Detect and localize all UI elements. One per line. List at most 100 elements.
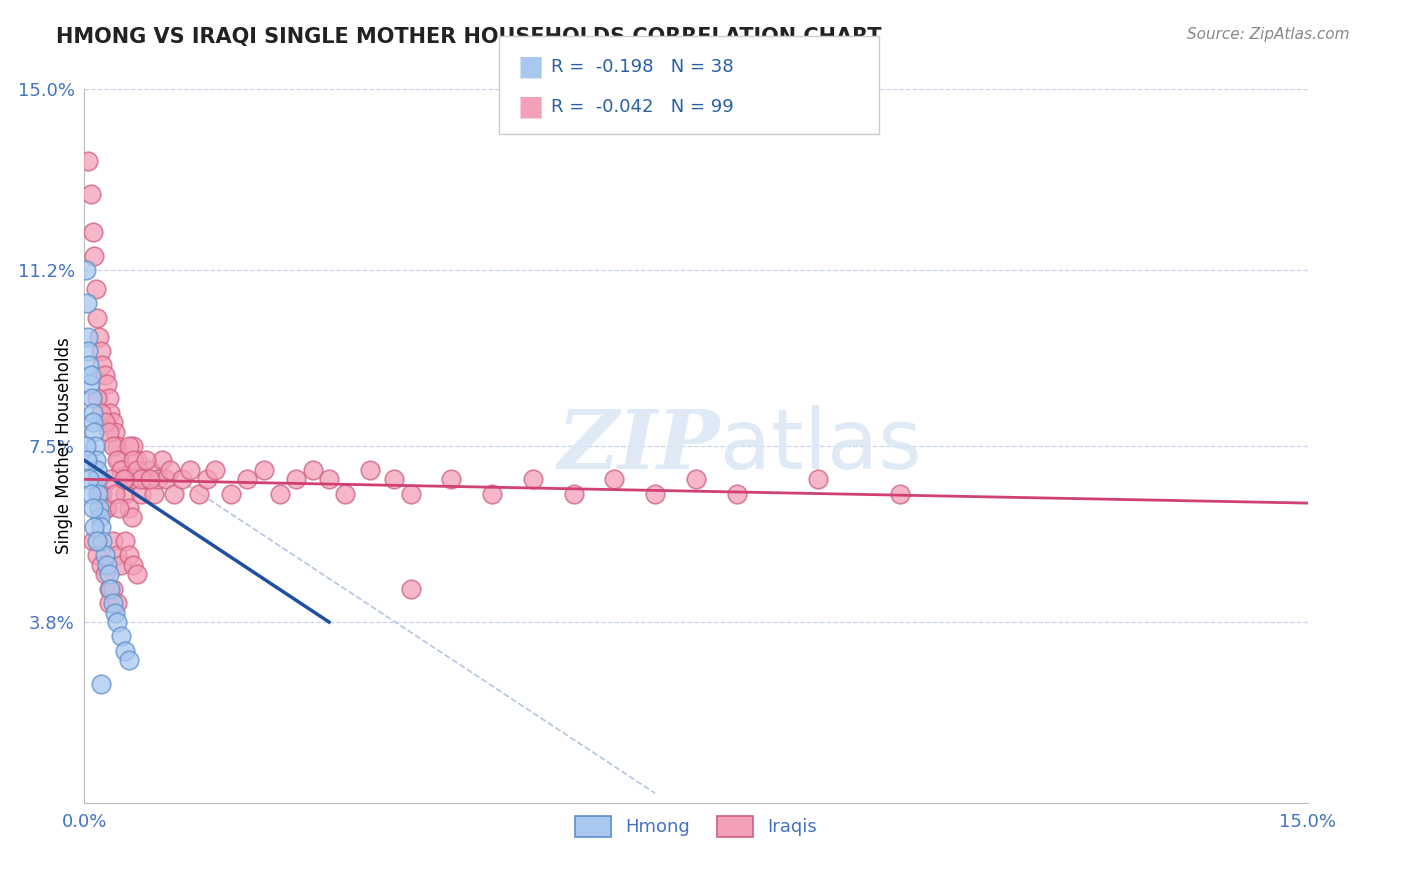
Point [131, 486, 153, 500]
Point [77, 472, 100, 486]
Point [86, 463, 108, 477]
Point [80, 368, 103, 382]
Text: ■: ■ [517, 53, 544, 81]
Point [522, 472, 544, 486]
Point [82, 415, 104, 429]
Point [142, 486, 165, 500]
Point [101, 596, 124, 610]
Point [77, 358, 100, 372]
Point [82, 500, 104, 515]
Point [179, 463, 201, 477]
Point [150, 453, 173, 467]
Point [359, 463, 381, 477]
Point [83, 520, 105, 534]
Point [112, 472, 135, 486]
Point [84, 453, 107, 467]
Point [79, 377, 101, 392]
Point [163, 486, 186, 500]
Point [76, 296, 98, 310]
Point [91, 486, 114, 500]
Point [101, 439, 124, 453]
Text: R =  -0.042   N = 99: R = -0.042 N = 99 [551, 98, 734, 116]
Point [122, 439, 145, 453]
Point [100, 406, 122, 420]
Point [83, 425, 105, 439]
Point [112, 472, 135, 486]
Point [93, 368, 115, 382]
Point [104, 425, 127, 439]
Point [105, 596, 128, 610]
Point [87, 500, 110, 515]
Point [97, 425, 120, 439]
Point [155, 472, 177, 486]
Point [204, 463, 226, 477]
Point [335, 486, 357, 500]
Point [76, 453, 98, 467]
Point [90, 486, 112, 500]
Point [127, 567, 149, 582]
Point [236, 472, 259, 486]
Point [101, 534, 124, 549]
Point [127, 453, 149, 467]
Point [77, 153, 100, 168]
Point [114, 643, 136, 657]
Point [82, 406, 104, 420]
Point [96, 500, 118, 515]
Point [86, 534, 108, 549]
Point [87, 329, 110, 343]
Point [122, 558, 145, 572]
Point [91, 534, 114, 549]
Point [114, 486, 136, 500]
Point [138, 472, 160, 486]
Point [86, 549, 108, 563]
Point [104, 486, 127, 500]
Point [86, 472, 108, 486]
Point [114, 534, 136, 549]
Point [93, 567, 115, 582]
Point [86, 310, 108, 325]
Text: ■: ■ [517, 93, 544, 121]
Point [118, 439, 141, 453]
Point [104, 606, 127, 620]
Point [187, 486, 209, 500]
Point [87, 472, 110, 486]
Point [481, 486, 503, 500]
Point [90, 520, 112, 534]
Point [318, 472, 340, 486]
Point [644, 486, 666, 500]
Point [114, 472, 136, 486]
Point [105, 453, 128, 467]
Point [889, 486, 911, 500]
Point [562, 486, 585, 500]
Point [399, 582, 422, 596]
Point [110, 558, 132, 572]
Point [269, 486, 291, 500]
Text: ZIP: ZIP [558, 406, 720, 486]
Point [399, 486, 422, 500]
Point [172, 472, 194, 486]
Point [97, 596, 120, 610]
Point [90, 558, 112, 572]
Point [122, 453, 145, 467]
Point [90, 677, 112, 691]
Point [83, 249, 105, 263]
Point [90, 406, 112, 420]
Point [107, 500, 129, 515]
Point [76, 329, 98, 343]
Point [118, 500, 141, 515]
Point [77, 343, 100, 358]
Point [93, 415, 115, 429]
Point [603, 472, 626, 486]
Point [110, 629, 132, 643]
Point [80, 486, 103, 500]
Point [118, 653, 141, 667]
Text: R =  -0.198   N = 38: R = -0.198 N = 38 [551, 58, 734, 76]
Point [105, 439, 128, 453]
Point [135, 453, 157, 467]
Point [105, 615, 128, 629]
Point [101, 582, 124, 596]
Legend: Hmong, Iraqis: Hmong, Iraqis [568, 808, 824, 844]
Point [91, 358, 114, 372]
Point [97, 582, 120, 596]
Text: Source: ZipAtlas.com: Source: ZipAtlas.com [1187, 27, 1350, 42]
